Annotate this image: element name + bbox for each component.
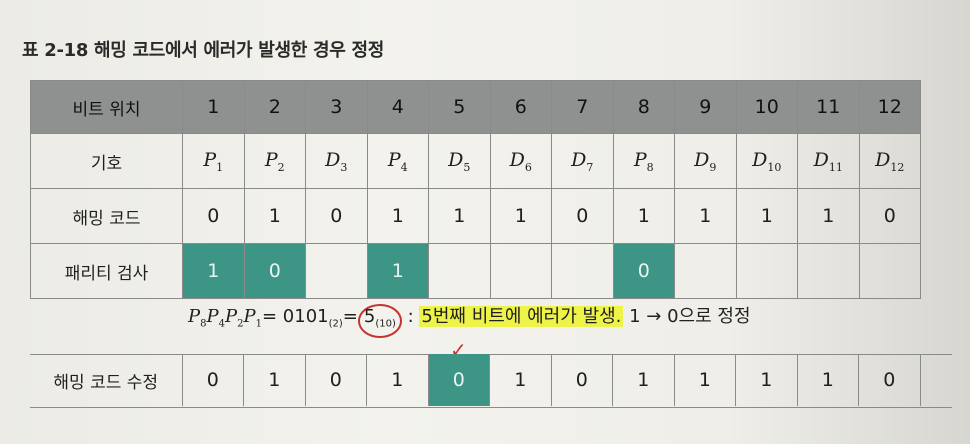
- corrected-code-table: 해밍 코드 수정 0 1 0 1 0 1 0 1 1 1 1 0: [30, 354, 921, 406]
- parity-cell: [305, 243, 368, 299]
- hamming-code-label: 해밍 코드: [30, 188, 183, 244]
- syndrome-formula: P8P4P2P1= 0101(2)= 5(10) : 5번째 비트에 에러가 발생…: [188, 302, 751, 338]
- symbol-cell: P8: [612, 133, 675, 189]
- corrected-bit: 1: [735, 354, 798, 406]
- bit-position: 10: [735, 80, 798, 134]
- corrected-bit: 1: [243, 354, 306, 406]
- hamming-bit: 1: [243, 188, 306, 244]
- parity-check-row: 패리티 검사 1 0 1 0: [30, 243, 921, 299]
- hamming-bit: 1: [674, 188, 737, 244]
- bit-position: 6: [489, 80, 552, 134]
- symbol-cell: D6: [489, 133, 552, 189]
- corrected-bit: 0: [304, 354, 367, 406]
- formula-equals: =: [342, 306, 358, 327]
- symbol-cell: P4: [366, 133, 429, 189]
- bit-position: 12: [858, 80, 921, 134]
- parity-cell: [735, 243, 798, 299]
- symbol-cell: P1: [182, 133, 245, 189]
- header-label: 비트 위치: [30, 80, 183, 134]
- corrected-bit: 0: [181, 354, 244, 406]
- symbol-cell: D7: [551, 133, 614, 189]
- hamming-bit: 0: [858, 188, 921, 244]
- formula-binary: = 0101: [262, 306, 329, 327]
- bit-position: 3: [305, 80, 368, 134]
- corrected-bit: 0: [858, 354, 921, 406]
- bit-position: 7: [551, 80, 614, 134]
- bit-position: 5: [428, 80, 491, 134]
- hamming-bit: 0: [305, 188, 368, 244]
- corrected-bit: 1: [612, 354, 675, 406]
- error-highlight: 5번째 비트에 에러가 발생.: [419, 306, 624, 327]
- hamming-code-row: 해밍 코드 0 1 0 1 1 1 0 1 1 1 1 0: [30, 188, 921, 244]
- corrected-code-row: 해밍 코드 수정 0 1 0 1 0 1 0 1 1 1 1 0: [30, 354, 921, 406]
- formula-lhs: P8P4P2P1: [188, 306, 262, 330]
- bit-position: 2: [243, 80, 306, 134]
- fix-row-bottom-rule: [30, 407, 952, 408]
- corrected-bit: 1: [673, 354, 736, 406]
- bit-position: 9: [674, 80, 737, 134]
- corrected-code-label: 해밍 코드 수정: [30, 354, 183, 406]
- table-caption: 표 2-18 해밍 코드에서 에러가 발생한 경우 정정: [22, 40, 385, 61]
- parity-cell: [674, 243, 737, 299]
- formula-colon: :: [407, 306, 414, 327]
- circled-result: 5(10): [357, 304, 402, 338]
- hamming-bit: 1: [489, 188, 552, 244]
- bit-position: 1: [182, 80, 245, 134]
- symbol-label: 기호: [30, 133, 183, 189]
- corrected-bit: 0: [550, 354, 613, 406]
- parity-check-label: 패리티 검사: [30, 243, 183, 299]
- parity-cell-highlighted: 1: [366, 243, 429, 299]
- symbol-cell: P2: [243, 133, 306, 189]
- hamming-bit: 0: [182, 188, 245, 244]
- hamming-bit: 1: [797, 188, 860, 244]
- parity-cell-highlighted: 0: [612, 243, 675, 299]
- hamming-bit: 1: [428, 188, 491, 244]
- parity-cell: [797, 243, 860, 299]
- hamming-table: 비트 위치 1 2 3 4 5 6 7 8 9 10 11 12 기호 P1 P…: [30, 80, 921, 299]
- hamming-bit: 1: [612, 188, 675, 244]
- corrected-bit-highlighted: 0: [427, 354, 490, 406]
- corrected-bit: 1: [366, 354, 429, 406]
- symbol-cell: D11: [797, 133, 860, 189]
- corrected-bit: 1: [489, 354, 552, 406]
- symbol-cell: D9: [674, 133, 737, 189]
- symbol-cell: D3: [305, 133, 368, 189]
- parity-cell: [428, 243, 491, 299]
- correction-note: 1 → 0으로 정정: [629, 306, 751, 327]
- symbol-row: 기호 P1 P2 D3 P4 D5 D6 D7 P8 D9 D10 D11 D1…: [30, 133, 921, 189]
- bit-position: 8: [612, 80, 675, 134]
- hamming-bit: 0: [551, 188, 614, 244]
- bit-position: 4: [366, 80, 429, 134]
- parity-cell-highlighted: 0: [243, 243, 306, 299]
- parity-cell-highlighted: 1: [182, 243, 245, 299]
- header-row: 비트 위치 1 2 3 4 5 6 7 8 9 10 11 12: [30, 80, 921, 134]
- symbol-cell: D10: [735, 133, 798, 189]
- symbol-cell: D5: [428, 133, 491, 189]
- formula-base2: (2): [328, 318, 343, 330]
- parity-cell: [858, 243, 921, 299]
- bit-position: 11: [797, 80, 860, 134]
- parity-cell: [489, 243, 552, 299]
- symbol-cell: D12: [858, 133, 921, 189]
- parity-cell: [551, 243, 614, 299]
- hamming-bit: 1: [366, 188, 429, 244]
- hamming-bit: 1: [735, 188, 798, 244]
- corrected-bit: 1: [796, 354, 859, 406]
